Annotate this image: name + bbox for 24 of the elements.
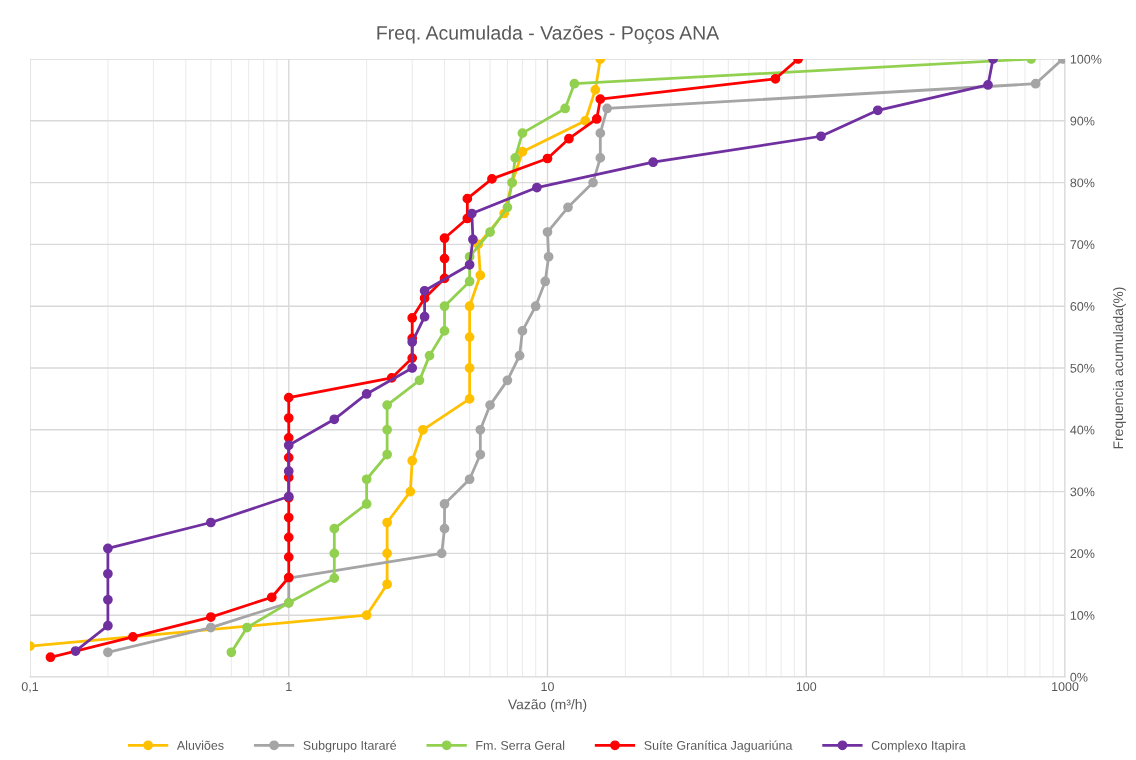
x-axis-title: Vazão (m³/h): [507, 699, 587, 713]
y-axis-title: Frequencia acumulada(%): [1112, 287, 1126, 449]
legend-label: Fm. Serra Geral: [476, 740, 565, 750]
x-tick-label: 1: [286, 682, 292, 691]
y-tick-label: 100%: [1070, 54, 1102, 64]
y-tick-label: 20%: [1070, 549, 1095, 559]
chart-title: Freq. Acumulada - Vazões - Poços ANA: [377, 25, 720, 44]
y-tick-label: 50%: [1070, 363, 1095, 373]
y-tick-label: 60%: [1070, 302, 1095, 311]
legend-label: Aluviões: [176, 740, 224, 750]
x-tick-label: 100: [796, 682, 817, 692]
x-tick-label: 10: [541, 682, 554, 692]
y-tick-label: 80%: [1070, 178, 1095, 188]
y-tick-label: 30%: [1070, 487, 1095, 497]
y-tick-label: 40%: [1070, 425, 1095, 435]
y-tick-label: 0%: [1070, 672, 1088, 682]
x-tick-label: 1000: [1052, 682, 1079, 692]
legend-label: Complexo Itapira: [871, 740, 966, 753]
y-tick-label: 10%: [1070, 611, 1095, 620]
legend-label: Suíte Granítica Jaguariúna: [644, 740, 793, 753]
y-tick-label: 70%: [1070, 240, 1095, 250]
x-tick-label: 0,1: [21, 682, 39, 693]
legend-label: Subgrupo Itararé: [303, 740, 397, 753]
y-tick-label: 90%: [1070, 116, 1095, 126]
